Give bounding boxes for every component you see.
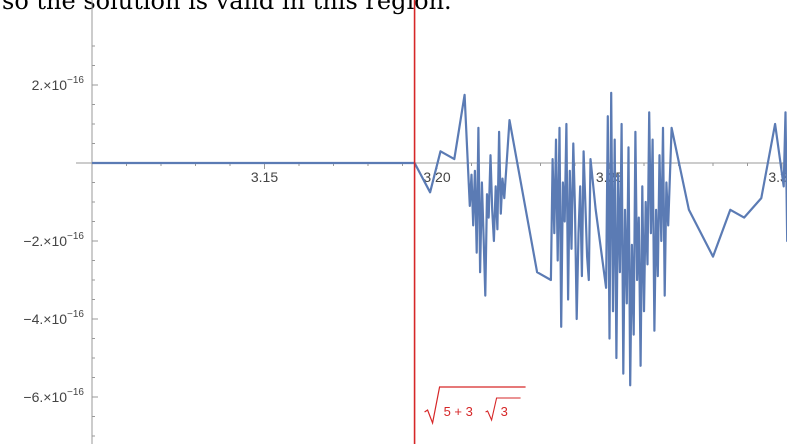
outer-radical [424,386,526,426]
svg-text:−6.×10−16: −6.×10−16 [23,387,84,405]
y-tick-label: −2.×10−16 [23,231,84,249]
tick-labels: 3.153.203.253.302.×10−16−2.×10−16−4.×10−… [23,75,787,405]
x-tick-label: 3.15 [251,169,278,185]
svg-text:2.×10−16: 2.×10−16 [32,75,85,93]
annotation-layer: 5 + 3 3 [413,0,526,444]
svg-text:−4.×10−16: −4.×10−16 [23,309,84,327]
x-tick-label: 3.20 [423,169,450,185]
sqrt-annotation: 5 + 3 3 [424,386,526,426]
svg-text:−2.×10−16: −2.×10−16 [23,231,84,249]
series-line [92,91,787,387]
inner-radical [485,397,521,422]
annotation-text: 5 + 3 [444,404,473,419]
y-tick-label: −6.×10−16 [23,387,84,405]
series-layer [92,91,787,387]
axes [76,0,787,444]
y-tick-label: 2.×10−16 [32,75,85,93]
tick-marks [91,45,783,437]
caption-text: so the solution is valid in this region. [2,0,452,15]
y-tick-label: −4.×10−16 [23,309,84,327]
annotation-text: 3 [501,404,508,419]
